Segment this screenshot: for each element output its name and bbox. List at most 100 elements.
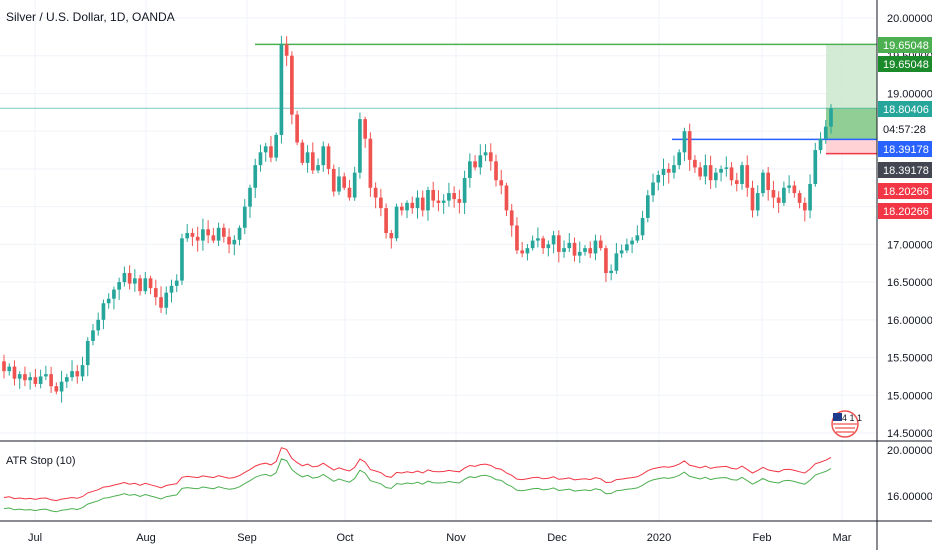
- candle-body: [33, 377, 38, 384]
- candle-body: [342, 176, 347, 188]
- candle-body: [687, 131, 692, 160]
- indicator-axis[interactable]: 20.00000 16.00000: [887, 445, 932, 503]
- candle-body: [284, 44, 289, 56]
- candle-body: [195, 236, 200, 241]
- candle-body: [347, 187, 352, 198]
- candle-body: [630, 240, 634, 245]
- candle-body: [269, 146, 273, 158]
- us-flag-badge[interactable]: 4 1 1: [831, 410, 862, 438]
- candle-body: [117, 282, 121, 290]
- candle-body: [567, 242, 572, 249]
- candle-body: [651, 182, 655, 196]
- candle-body: [80, 365, 85, 377]
- candle-body: [75, 371, 80, 377]
- candle-body: [714, 172, 718, 181]
- candle-body: [201, 229, 205, 241]
- candle-body: [85, 340, 90, 366]
- candle-body: [672, 165, 676, 173]
- candle-body: [190, 233, 195, 237]
- candle-body: [583, 248, 587, 252]
- long-position-tool[interactable]: [826, 44, 877, 154]
- candle-body: [331, 168, 336, 192]
- countdown-tag: 04:57:28: [883, 124, 926, 136]
- time-tick-label: Sep: [237, 532, 257, 544]
- candle-body: [415, 197, 420, 209]
- candle-body: [436, 200, 441, 203]
- candle-body: [761, 172, 765, 194]
- candle-body: [410, 202, 415, 209]
- atr-lower-line: [3, 458, 832, 513]
- candle-body: [211, 235, 216, 241]
- candle-body: [373, 187, 378, 198]
- candle-body: [661, 168, 666, 175]
- candle-body: [153, 288, 158, 298]
- candle-body: [169, 285, 174, 293]
- candle-body: [7, 366, 12, 372]
- candle-body: [536, 238, 540, 241]
- candle-body: [703, 165, 708, 177]
- candle-body: [551, 235, 556, 245]
- candle-body: [38, 376, 43, 384]
- candle-body: [148, 278, 153, 289]
- countdown-tag-bg: [878, 121, 932, 137]
- time-axis[interactable]: Jul Aug Sep Oct Nov Dec 2020 Feb Mar: [28, 532, 852, 544]
- candle-body: [54, 386, 59, 392]
- candle-body: [478, 155, 483, 168]
- candle-body: [447, 193, 451, 201]
- candle-body: [556, 235, 561, 252]
- candle-body: [619, 250, 624, 254]
- candle-body: [127, 273, 132, 284]
- candle-body: [724, 167, 729, 169]
- candle-body: [133, 278, 137, 284]
- candle-body: [164, 292, 169, 308]
- candle-body: [101, 303, 106, 320]
- candle-body: [640, 217, 645, 236]
- candle-body: [494, 161, 498, 181]
- candle-body: [379, 197, 383, 209]
- time-tick-label: Jul: [28, 532, 42, 544]
- candle-body: [352, 172, 357, 198]
- candle-body: [609, 270, 613, 274]
- indicator-title[interactable]: ATR Stop (10): [6, 455, 76, 467]
- last-price-tag-bg: [878, 101, 932, 117]
- price-tick-label: 15.00000: [887, 390, 932, 402]
- atr-upper-line: [3, 447, 832, 502]
- candle-body: [771, 190, 776, 198]
- candle-body: [745, 165, 750, 188]
- candle-body: [70, 371, 74, 378]
- time-tick-label: Aug: [136, 532, 156, 544]
- candle-body: [310, 152, 315, 171]
- candle-body: [452, 193, 456, 200]
- candle-body: [2, 361, 6, 372]
- candle-body: [625, 244, 629, 251]
- candle-body: [420, 197, 425, 211]
- candle-body: [729, 167, 734, 181]
- stop-zone[interactable]: [826, 139, 877, 154]
- candle-body: [426, 190, 430, 211]
- candle-body: [305, 152, 310, 163]
- stop-tag-b: 18.20266: [883, 206, 929, 218]
- price-tick-label: 16.00000: [887, 315, 932, 327]
- candle-body: [253, 165, 258, 188]
- candle-body: [635, 235, 640, 241]
- candles: [2, 35, 833, 403]
- candle-body: [766, 172, 771, 191]
- candle-body: [122, 273, 127, 283]
- candle-body: [242, 206, 247, 228]
- candle-body: [593, 240, 598, 254]
- time-tick-label: 2020: [647, 532, 671, 544]
- open-profit-zone: [826, 108, 877, 140]
- candle-body: [468, 161, 472, 178]
- price-tick-label: 17.00000: [887, 239, 932, 251]
- price-axis[interactable]: 20.0000019.5000019.0000018.5000018.00000…: [887, 13, 932, 440]
- candle-body: [316, 165, 320, 171]
- price-tick-label: 19.00000: [887, 88, 932, 100]
- candle-body: [389, 233, 394, 239]
- candle-body: [656, 174, 661, 183]
- candle-body: [274, 134, 279, 158]
- candle-body: [180, 238, 184, 281]
- candle-body: [504, 185, 509, 211]
- stop-tag-a-bg: [878, 183, 932, 199]
- candle-body: [577, 251, 582, 256]
